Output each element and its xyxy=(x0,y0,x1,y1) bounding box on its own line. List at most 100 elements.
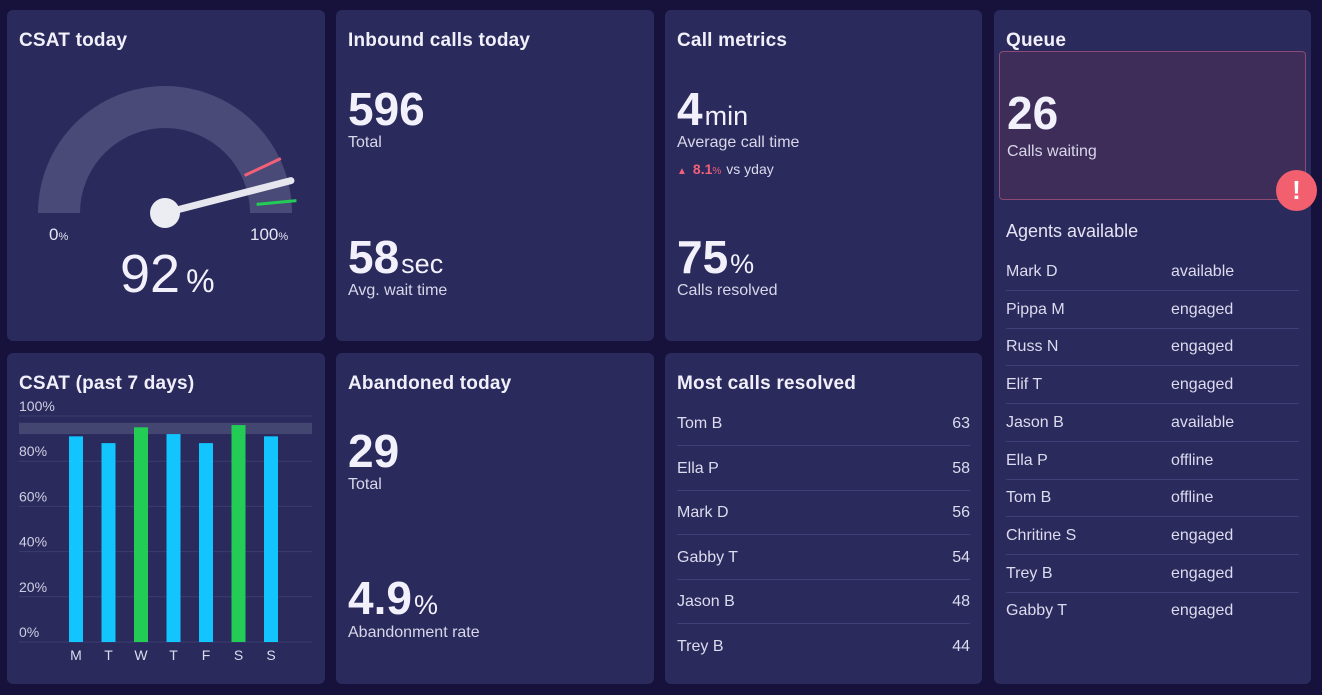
chart-y-tick-label: 80% xyxy=(19,443,47,459)
agent-status: available xyxy=(1171,413,1235,431)
agents-available-title: Agents available xyxy=(1006,221,1139,241)
queue-title: Queue xyxy=(1006,30,1067,51)
abandoned-title: Abandoned today xyxy=(348,373,512,394)
resolved-count: 56 xyxy=(952,504,970,521)
resolved-agent-name: Ella P xyxy=(677,459,719,477)
agent-name: Jason B xyxy=(1006,413,1064,431)
chart-target-band xyxy=(19,422,312,435)
trend-up-icon: ▲ xyxy=(677,166,687,177)
agent-row: Tom B offline xyxy=(994,488,1311,526)
inbound-title: Inbound calls today xyxy=(348,30,531,51)
agent-status: engaged xyxy=(1171,376,1234,394)
resolved-agent-name: Trey B xyxy=(677,637,724,655)
inbound-total-value: 596 xyxy=(348,83,425,135)
agent-divider xyxy=(1006,403,1299,405)
agent-divider xyxy=(1006,591,1299,593)
inbound-calls-panel: Inbound calls today 596 Total 58sec Avg.… xyxy=(336,10,654,341)
resolved-divider xyxy=(677,445,970,446)
queue-panel: Queue 26 Calls waiting ! Agents availabl… xyxy=(994,10,1311,684)
agent-name: Gabby T xyxy=(1006,602,1068,620)
agent-status: engaged xyxy=(1171,564,1234,582)
resolved-agent-name: Mark D xyxy=(677,504,729,521)
resolved-count: 54 xyxy=(952,548,970,566)
calls-waiting-card: 26 Calls waiting xyxy=(999,51,1306,200)
most-resolved-panel: Most calls resolved Tom B 63 Ella P 58 Mark … xyxy=(665,353,982,684)
gauge-hub xyxy=(150,198,180,228)
agent-divider xyxy=(1006,365,1299,367)
chart-x-tick-label: W xyxy=(134,647,148,663)
resolved-divider xyxy=(677,578,970,580)
chart-x-tick-label: S xyxy=(266,647,275,663)
agent-status: engaged xyxy=(1171,300,1234,318)
agent-divider xyxy=(1006,478,1299,480)
csat-today-title: CSAT today xyxy=(19,30,128,51)
csat-gauge xyxy=(38,86,297,228)
call-metrics-panel: Call metrics 4min Average call time ▲ 8.1… xyxy=(665,10,982,341)
agent-status: available xyxy=(1171,263,1235,280)
chart-bar xyxy=(166,434,181,642)
csat-week-title: CSAT (past 7 days) xyxy=(19,373,195,394)
agent-name: Mark D xyxy=(1006,263,1058,280)
resolved-row: Gabby T 54 xyxy=(665,549,982,594)
chart-y-tick-label: 40% xyxy=(19,534,47,550)
chart-x-tick-label: S xyxy=(234,647,243,663)
abandoned-panel: Abandoned today 29 Total 4.9% Abandonmen… xyxy=(336,353,654,684)
chart-x-tick-label: T xyxy=(169,647,178,663)
agent-status: engaged xyxy=(1171,338,1234,356)
resolved-count: 58 xyxy=(952,459,970,477)
resolved-divider xyxy=(677,623,970,624)
resolved-row: Jason B 48 xyxy=(665,593,982,638)
csat-week-panel: CSAT (past 7 days) 0% 20% 40% 60% 80% 100% M T W… xyxy=(7,353,325,684)
agent-name: Tom B xyxy=(1006,489,1052,507)
agent-row: Ella P offline xyxy=(994,451,1311,489)
agent-divider xyxy=(1006,327,1299,329)
chart-x-tick-label: M xyxy=(70,647,82,663)
agent-name: Elif T xyxy=(1006,376,1043,394)
gauge-min-label: 0% xyxy=(49,225,69,244)
agent-divider xyxy=(1006,553,1299,555)
agent-row: Pippa M engaged xyxy=(994,300,1311,338)
chart-y-tick-label: 100% xyxy=(19,398,55,414)
agent-row: Gabby T engaged xyxy=(994,601,1311,639)
abandonment-rate-value: 4.9% xyxy=(348,572,438,624)
gauge-max-label: 100% xyxy=(250,225,289,244)
chart-y-tick-label: 0% xyxy=(19,624,39,640)
avg-wait-value: 58sec xyxy=(348,231,444,283)
agent-divider xyxy=(1006,290,1299,291)
csat-today-panel: CSAT today 0% 100% 92% xyxy=(7,10,325,341)
agent-name: Ella P xyxy=(1006,451,1048,469)
resolved-count: 63 xyxy=(952,415,970,432)
resolved-agent-name: Jason B xyxy=(677,593,735,610)
inbound-total-label: Total xyxy=(348,134,382,151)
agent-row: Mark D available xyxy=(994,262,1311,300)
agent-status: engaged xyxy=(1171,526,1234,544)
agent-row: Jason B available xyxy=(994,413,1311,451)
alert-icon[interactable]: ! xyxy=(1276,170,1317,211)
calls-resolved-label: Calls resolved xyxy=(677,282,778,299)
csat-today-value: 92% xyxy=(120,244,215,304)
chart-bar xyxy=(134,427,148,642)
resolved-divider xyxy=(677,534,970,535)
calls-resolved-value: 75% xyxy=(677,231,755,283)
agent-name: Pippa M xyxy=(1006,300,1065,318)
avg-wait-label: Avg. wait time xyxy=(348,282,448,299)
chart-y-tick-label: 20% xyxy=(19,579,47,595)
resolved-row: Ella P 58 xyxy=(665,460,982,505)
agent-name: Trey B xyxy=(1006,564,1053,582)
gauge-needle xyxy=(161,177,295,217)
chart-bar xyxy=(101,443,116,642)
agent-row: Trey B engaged xyxy=(994,564,1311,602)
gauge-green-mark xyxy=(256,199,297,206)
avg-call-time-value: 4min xyxy=(677,83,749,135)
agent-status: engaged xyxy=(1171,602,1234,620)
resolved-agent-name: Gabby T xyxy=(677,548,739,566)
chart-bar xyxy=(264,436,278,642)
calls-waiting-label: Calls waiting xyxy=(1007,143,1097,160)
agent-divider xyxy=(1006,516,1299,518)
agent-row: Russ N engaged xyxy=(994,337,1311,375)
avg-call-time-label: Average call time xyxy=(677,134,800,151)
agent-status: offline xyxy=(1171,451,1214,469)
chart-bar xyxy=(199,443,213,642)
agent-row: Elif T engaged xyxy=(994,375,1311,413)
agent-status: offline xyxy=(1171,489,1214,507)
